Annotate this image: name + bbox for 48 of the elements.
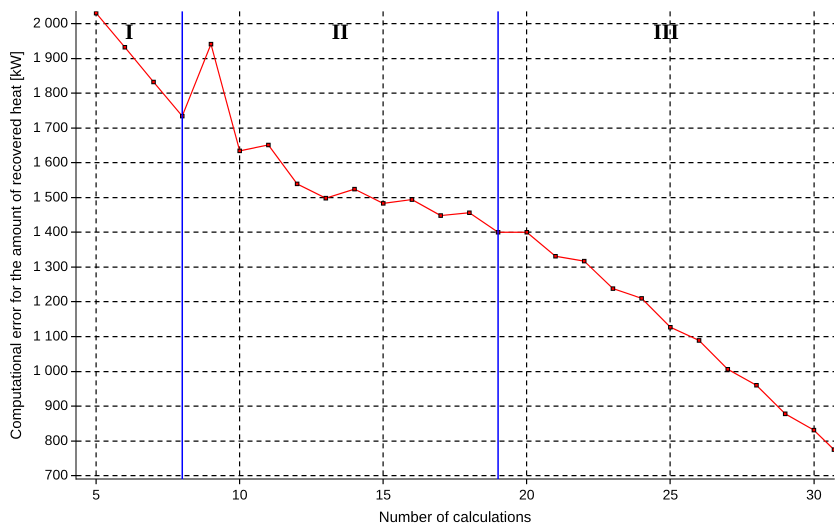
point: [754, 383, 759, 388]
x-tick-label: 15: [375, 486, 392, 502]
point: [94, 11, 98, 16]
y-tick-label: 700: [44, 466, 68, 483]
annotation: II: [332, 19, 349, 44]
point: [782, 412, 788, 416]
point: [582, 258, 586, 264]
point: [812, 428, 816, 432]
point: [151, 80, 156, 84]
point: [639, 296, 644, 301]
x-axis-title: Number of calculations: [378, 509, 532, 526]
y-tick-label: 1 500: [32, 188, 68, 204]
x-tick-label: 30: [806, 486, 822, 502]
point: [324, 196, 328, 200]
y-tick-label: 1 400: [32, 223, 68, 240]
point: [668, 324, 673, 330]
x-tick-label: 20: [519, 486, 535, 502]
point: [438, 213, 443, 218]
y-axis-title: Computational error for the amount of recovered heat [kW]: [8, 51, 26, 440]
point: [266, 142, 271, 148]
annotation: I: [124, 19, 134, 44]
point: [610, 286, 616, 291]
point: [524, 230, 530, 235]
point: [696, 338, 702, 343]
point: [208, 42, 214, 46]
y-tick-label: 1 100: [32, 327, 68, 344]
y-tick-label: 1 000: [32, 362, 68, 378]
y-tick-label: 1 700: [32, 118, 68, 135]
y-tick-label: 900: [44, 397, 68, 414]
point: [726, 367, 730, 372]
y-tick-label: 2 000: [32, 14, 68, 30]
x-tick-label: 5: [92, 486, 100, 502]
y-tick-label: 1 900: [32, 49, 68, 66]
point: [237, 148, 242, 154]
y-tick-label: 800: [44, 432, 68, 448]
x-tick-label: 25: [662, 486, 678, 502]
annotation: III: [653, 19, 679, 44]
point: [294, 182, 300, 186]
y-tick-label: 1 600: [32, 154, 68, 170]
point: [380, 201, 386, 206]
point: [553, 254, 558, 259]
point: [122, 44, 128, 50]
y-tick-label: 1 300: [32, 258, 68, 274]
point: [467, 210, 472, 216]
y-tick-label: 1 800: [32, 84, 68, 100]
point: [352, 186, 357, 192]
x-tick-label: 10: [232, 486, 248, 502]
y-tick-label: 1 200: [32, 292, 68, 309]
